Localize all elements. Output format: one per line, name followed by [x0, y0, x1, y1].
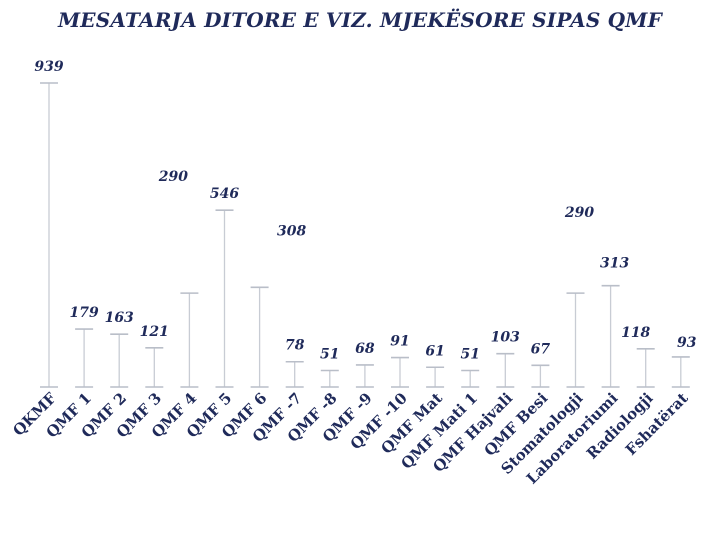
- data-label: 308: [277, 223, 306, 239]
- data-label: 78: [285, 338, 305, 354]
- data-label: 103: [491, 330, 520, 346]
- data-label: 163: [105, 310, 134, 326]
- data-label: 179: [69, 305, 98, 321]
- data-label: 61: [425, 343, 444, 359]
- data-label: 93: [677, 335, 697, 351]
- data-label: 290: [564, 205, 594, 221]
- data-label: 68: [355, 341, 375, 357]
- data-label: 91: [390, 334, 409, 350]
- data-label: 118: [621, 325, 650, 341]
- bars-layer: [40, 82, 690, 388]
- data-label: 51: [320, 346, 339, 362]
- data-label: 121: [140, 324, 169, 340]
- data-label: 67: [531, 341, 551, 357]
- data-label: 546: [210, 186, 239, 202]
- data-label: 313: [600, 256, 629, 272]
- data-label: 939: [34, 59, 63, 75]
- chart-title: MESATARJA DITORE E VIZ. MJEKËSORE SIPAS …: [57, 8, 663, 32]
- data-label: 51: [460, 346, 479, 362]
- data-label: 290: [158, 169, 188, 185]
- data-labels-layer: 939 179 163 121 290 546 308 78 51 68 91 61 51 103 67 29…: [34, 59, 696, 362]
